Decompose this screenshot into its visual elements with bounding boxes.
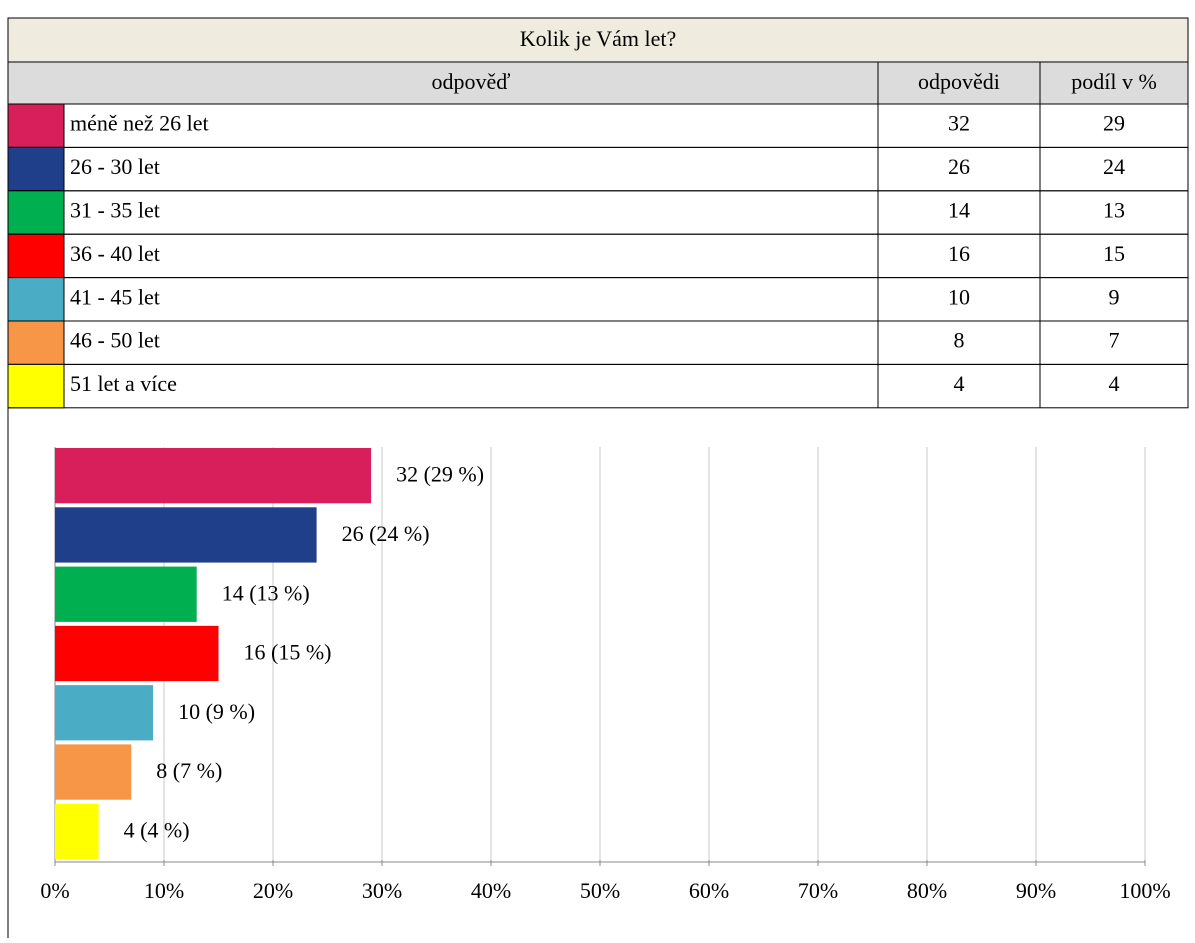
- header: odpovědi: [918, 69, 1000, 94]
- x-tick-label: 0%: [40, 878, 69, 903]
- bar: [55, 744, 132, 800]
- answer-count: 4: [954, 371, 965, 396]
- x-tick-label: 100%: [1119, 878, 1170, 903]
- answer-share: 4: [1109, 371, 1120, 396]
- answer-label: 36 - 40 let: [70, 241, 160, 266]
- answer-count: 8: [954, 328, 965, 353]
- x-tick-label: 20%: [253, 878, 293, 903]
- x-tick-label: 70%: [798, 878, 838, 903]
- answer-share: 9: [1109, 284, 1120, 309]
- data-label: 26 (24 %): [342, 521, 430, 546]
- answer-label: méně než 26 let: [70, 111, 209, 136]
- answer-share: 13: [1103, 198, 1125, 223]
- x-tick-label: 60%: [689, 878, 729, 903]
- answer-count: 10: [948, 284, 970, 309]
- bar: [55, 685, 154, 741]
- data-label: 10 (9 %): [178, 699, 255, 724]
- bar: [55, 566, 197, 622]
- color-swatch: [7, 320, 65, 365]
- data-label: 16 (15 %): [244, 640, 332, 665]
- bar: [55, 507, 317, 563]
- header: podíl v %: [1071, 69, 1157, 94]
- table-row: [7, 320, 1189, 365]
- table-row: [7, 146, 1189, 192]
- answer-label: 51 let a více: [70, 371, 177, 396]
- answer-share: 7: [1109, 328, 1120, 353]
- table-title: Kolik je Vám let?: [520, 26, 677, 51]
- color-swatch: [7, 190, 65, 235]
- answer-label: 26 - 30 let: [70, 154, 160, 179]
- answer-count: 16: [948, 241, 970, 266]
- bar: [55, 448, 372, 504]
- data-label: 8 (7 %): [156, 758, 222, 783]
- answer-count: 32: [948, 111, 970, 136]
- x-tick-label: 80%: [907, 878, 947, 903]
- answer-share: 29: [1103, 111, 1125, 136]
- bar: [55, 625, 219, 682]
- table-row: [7, 277, 1189, 322]
- data-label: 14 (13 %): [222, 580, 310, 605]
- header-row: [7, 61, 1189, 105]
- answer-count: 14: [948, 198, 970, 223]
- x-tick-label: 40%: [471, 878, 511, 903]
- color-swatch: [7, 363, 65, 409]
- table-row: [7, 190, 1189, 235]
- title-row: [7, 17, 1189, 63]
- answer-share: 15: [1103, 241, 1125, 266]
- data-label: 32 (29 %): [396, 462, 484, 487]
- color-swatch: [7, 103, 65, 148]
- color-swatch: [7, 146, 65, 192]
- answer-label: 46 - 50 let: [70, 328, 160, 353]
- x-tick-label: 30%: [362, 878, 402, 903]
- x-tick-label: 10%: [144, 878, 184, 903]
- color-swatch: [7, 233, 65, 279]
- x-tick-label: 50%: [580, 878, 620, 903]
- answer-label: 31 - 35 let: [70, 198, 160, 223]
- data-label: 4 (4 %): [124, 817, 190, 842]
- answer-count: 26: [948, 154, 970, 179]
- table-row: [7, 233, 1189, 279]
- answer-share: 24: [1103, 154, 1125, 179]
- header: odpověď: [432, 69, 511, 94]
- color-swatch: [7, 277, 65, 322]
- bar: [55, 803, 99, 859]
- x-tick-label: 90%: [1016, 878, 1056, 903]
- answer-label: 41 - 45 let: [70, 284, 160, 309]
- table-row: [7, 363, 1189, 409]
